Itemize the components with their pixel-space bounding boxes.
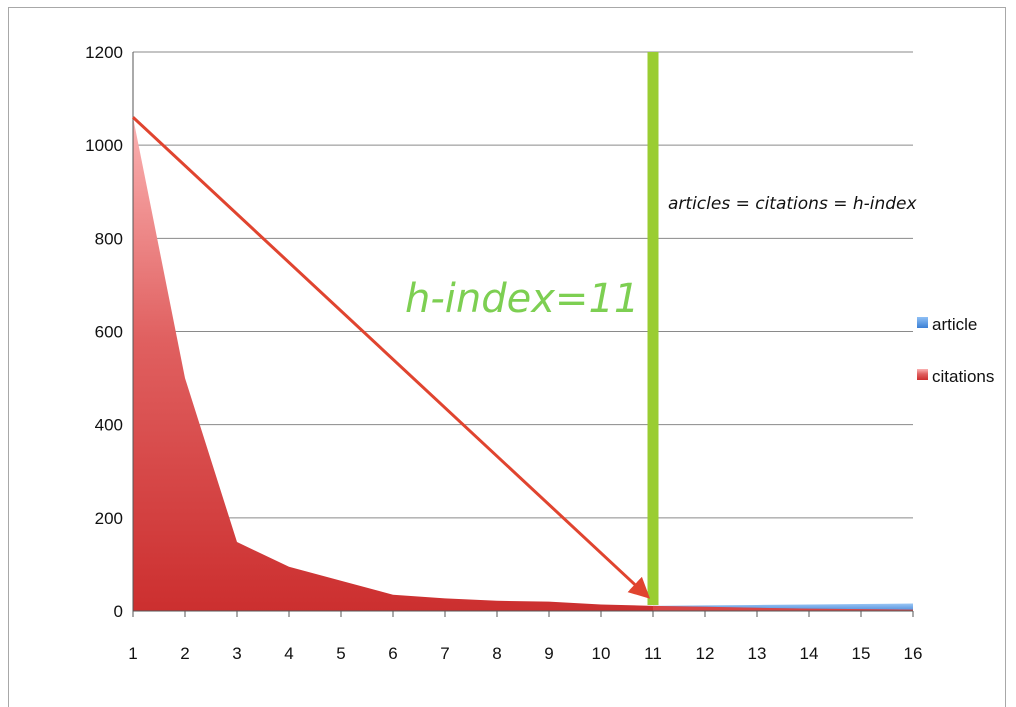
- x-tick-label-9: 9: [544, 644, 553, 663]
- y-tick-label-600: 600: [95, 323, 123, 342]
- x-tick-label-15: 15: [852, 644, 871, 663]
- y-tick-label-1000: 1000: [85, 136, 123, 155]
- citations-area-tail: [653, 605, 913, 611]
- h-index-arrow: [131, 116, 651, 599]
- x-tick-label-10: 10: [592, 644, 611, 663]
- x-tick-label-16: 16: [904, 644, 923, 663]
- y-tick-label-400: 400: [95, 416, 123, 435]
- legend-label-citations: citations: [932, 367, 994, 386]
- chart-frame: [8, 7, 1006, 707]
- legend-label-article: article: [932, 315, 977, 334]
- annotations: h-index=11 articles = citations = h-index: [131, 52, 918, 605]
- h-index-label: h-index=11: [405, 276, 639, 322]
- x-tick-label-7: 7: [440, 644, 449, 663]
- citations-area: [133, 117, 913, 611]
- x-tick-label-13: 13: [748, 644, 767, 663]
- y-tick-label-1200: 1200: [85, 43, 123, 62]
- x-tick-label-2: 2: [180, 644, 189, 663]
- h-index-marker: [647, 52, 659, 605]
- legend-swatch-article: [917, 317, 928, 328]
- legend-swatch-citations: [917, 369, 928, 380]
- x-tick-label-14: 14: [800, 644, 819, 663]
- series-areas: [133, 117, 913, 611]
- legend: article citations: [917, 315, 994, 386]
- x-tick-label-5: 5: [336, 644, 345, 663]
- x-tick-label-3: 3: [232, 644, 241, 663]
- x-tick-label-12: 12: [696, 644, 715, 663]
- x-tick-label-8: 8: [492, 644, 501, 663]
- y-tick-label-800: 800: [95, 229, 123, 248]
- x-tick-label-1: 1: [128, 644, 137, 663]
- relation-label: articles = citations = h-index: [668, 194, 918, 214]
- y-tick-label-200: 200: [95, 509, 123, 528]
- x-tick-label-6: 6: [388, 644, 397, 663]
- x-tick-label-11: 11: [644, 644, 662, 663]
- x-tick-label-4: 4: [284, 644, 293, 663]
- y-tick-label-0: 0: [114, 602, 123, 621]
